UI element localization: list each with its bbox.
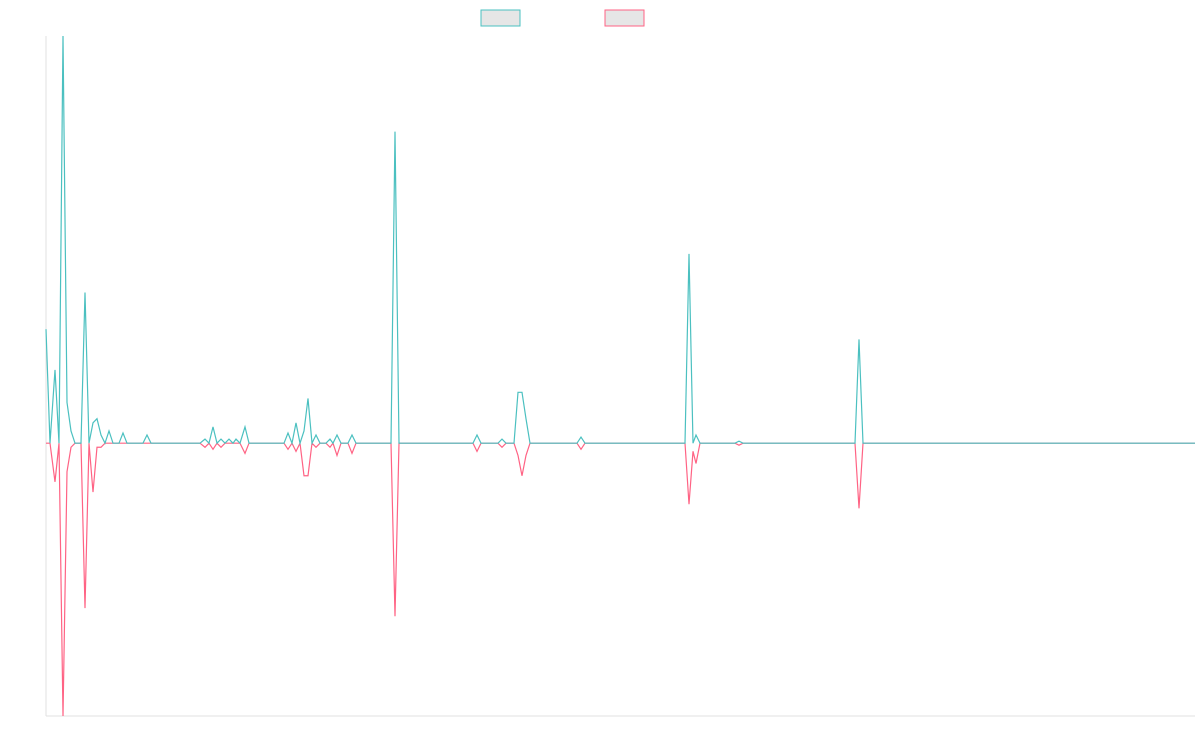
legend-swatch[interactable] [604, 9, 645, 27]
series-line [45, 35, 1195, 446]
series-line [46, 441, 1195, 717]
legend-swatch[interactable] [480, 9, 521, 27]
